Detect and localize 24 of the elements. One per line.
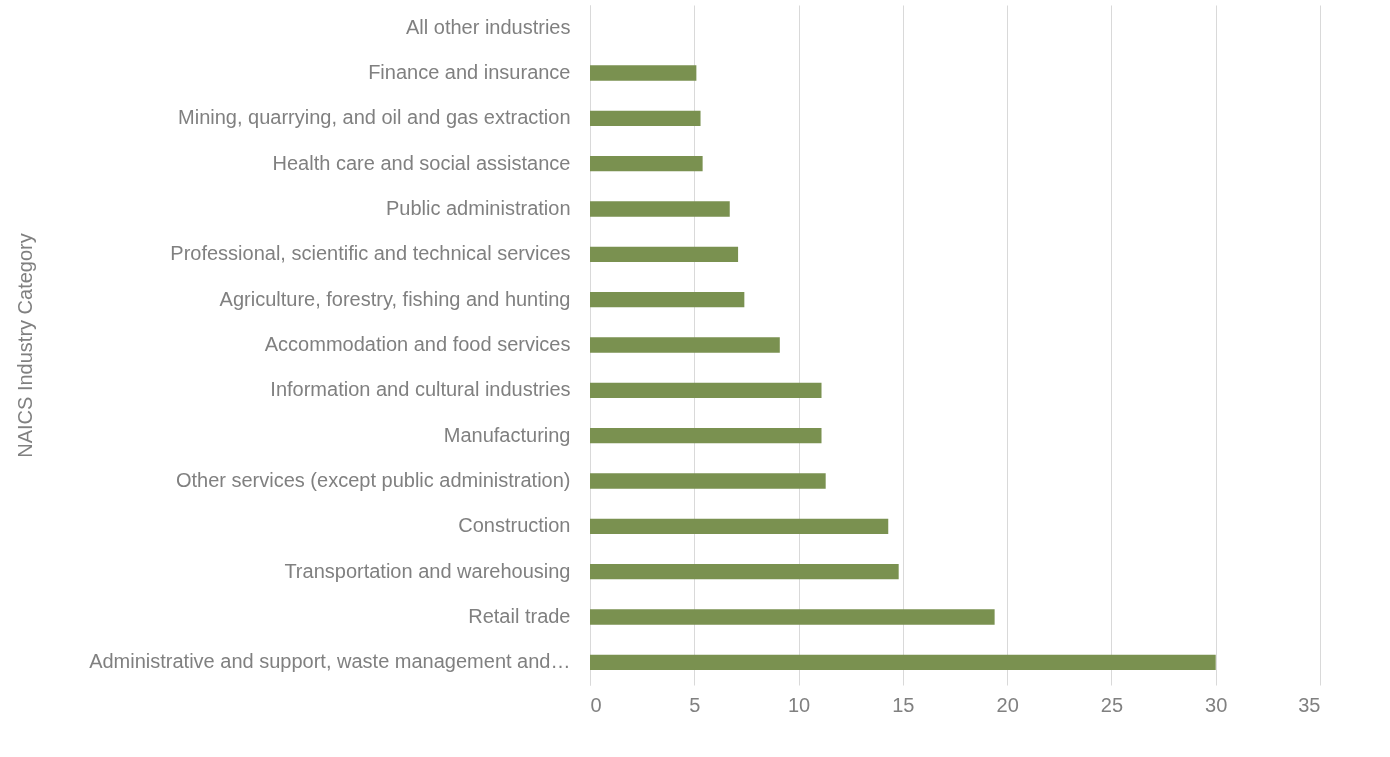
y-tick-label: Mining, quarrying, and oil and gas extraction xyxy=(178,106,571,129)
y-tick-label: Transportation and warehousing xyxy=(284,559,571,582)
y-tick-label: Manufacturing xyxy=(443,423,571,446)
y-tick-label: Retail trade xyxy=(468,605,571,627)
x-tick-label: 5 xyxy=(689,693,701,716)
y-tick-label: Public administration xyxy=(385,197,571,219)
y-tick-label: Construction xyxy=(458,514,571,537)
x-tick-label: 15 xyxy=(892,693,915,716)
x-tick-label: 25 xyxy=(1100,693,1124,716)
x-tick-label: 20 xyxy=(996,693,1019,716)
y-tick-label: All other industries xyxy=(405,15,571,38)
y-tick-label: Professional, scientific and technical services xyxy=(170,242,571,265)
y-tick-label: Agriculture, forestry, fishing and hunting xyxy=(219,287,571,310)
y-tick-label: Finance and insurance xyxy=(368,61,571,83)
y-tick-label: Accommodation and food services xyxy=(264,333,571,355)
y-tick-label: Information and cultural industries xyxy=(270,378,571,401)
y-tick-label: Administrative and support, waste management and… xyxy=(89,650,571,673)
x-tick-label: 35 xyxy=(1298,693,1321,716)
x-tick-label: 10 xyxy=(787,693,811,716)
y-tick-label: Other services (except public administration) xyxy=(175,469,571,491)
y-tick-label: Health care and social assistance xyxy=(272,151,571,174)
y-axis-title: NAICS Industry Category xyxy=(13,233,36,458)
x-tick-label: 30 xyxy=(1205,693,1228,716)
x-tick-label: 0 xyxy=(590,693,602,716)
